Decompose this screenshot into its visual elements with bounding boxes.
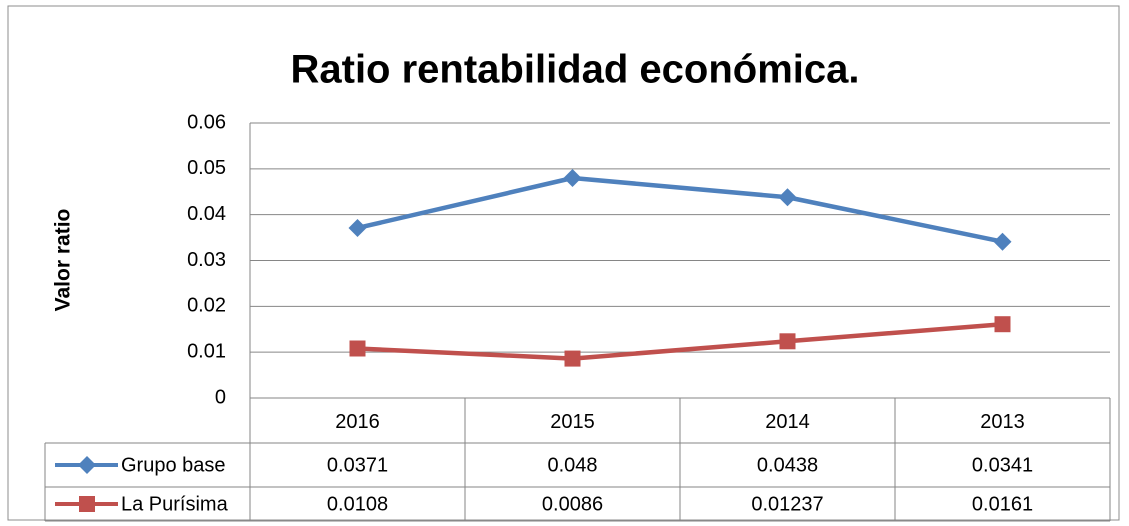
table-value: 0.0341 bbox=[972, 454, 1033, 476]
y-tick-label: 0.03 bbox=[187, 249, 226, 271]
legend-label: La Purísima bbox=[121, 493, 229, 515]
marker bbox=[993, 232, 1012, 251]
marker bbox=[348, 218, 367, 237]
marker bbox=[994, 316, 1011, 333]
line bbox=[357, 321, 1003, 361]
table-value: 0.0086 bbox=[542, 493, 603, 515]
table-value: 0.0161 bbox=[972, 493, 1033, 515]
x-tick-label: 2014 bbox=[765, 411, 810, 433]
table-value: 0.0371 bbox=[327, 454, 388, 476]
chart-title: Ratio rentabilidad económica. bbox=[290, 48, 859, 92]
x-tick-label: 2016 bbox=[335, 411, 380, 433]
y-tick-label: 0.06 bbox=[187, 111, 226, 133]
y-axis-label: Valor ratio bbox=[52, 209, 75, 312]
y-tick-label: 0 bbox=[215, 386, 226, 408]
table-value: 0.0108 bbox=[327, 493, 388, 515]
legend-label: Grupo base bbox=[121, 454, 226, 476]
table-value: 0.048 bbox=[547, 454, 597, 476]
marker bbox=[563, 169, 582, 187]
legend-marker bbox=[79, 496, 95, 512]
marker bbox=[778, 188, 797, 207]
table-value: 0.01237 bbox=[751, 493, 823, 515]
marker bbox=[349, 340, 366, 357]
y-tick-label: 0.05 bbox=[187, 157, 226, 179]
y-tick-label: 0.02 bbox=[187, 295, 226, 317]
y-tick-label: 0.04 bbox=[187, 203, 226, 225]
x-tick-label: 2015 bbox=[550, 411, 595, 433]
y-tick-label: 0.01 bbox=[187, 340, 226, 362]
table-value: 0.0438 bbox=[757, 454, 818, 476]
marker bbox=[779, 333, 796, 350]
chart-border bbox=[7, 5, 1120, 521]
marker bbox=[564, 350, 581, 367]
x-tick-label: 2013 bbox=[980, 411, 1025, 433]
line bbox=[356, 175, 1003, 244]
legend-marker bbox=[78, 456, 96, 474]
